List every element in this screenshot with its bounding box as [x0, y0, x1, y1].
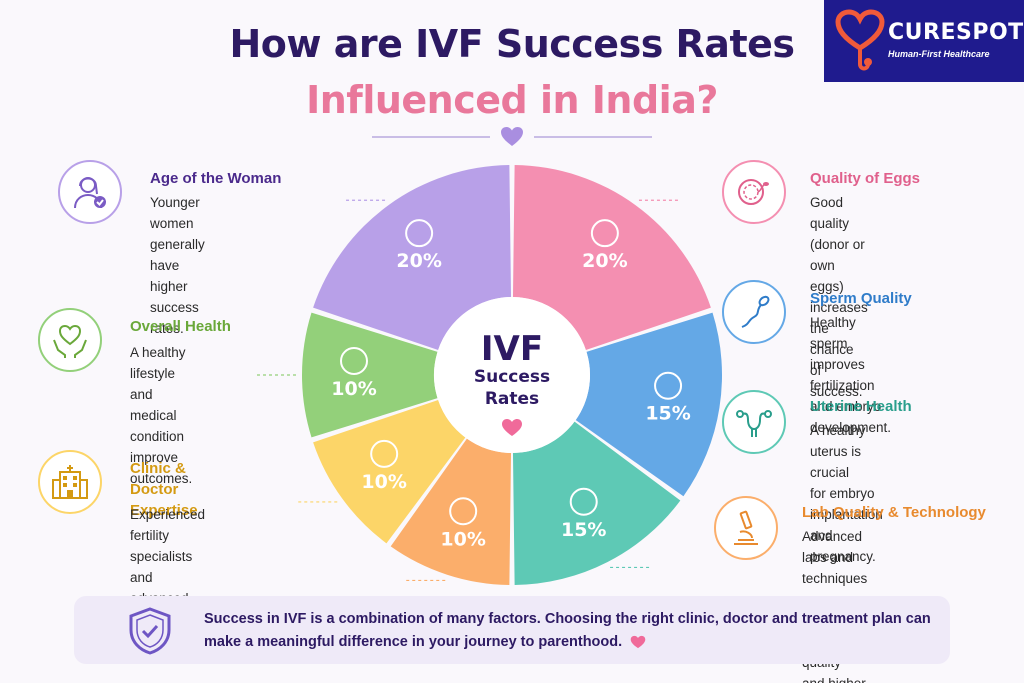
logo-tagline: Human-First Healthcare	[888, 49, 990, 59]
factor-eggs-desc: Good quality (donor or own eggs) increas…	[810, 195, 868, 399]
factor-sperm-title: Sperm Quality	[810, 290, 912, 307]
center-label-success: Success	[474, 367, 550, 387]
microscope-icon	[714, 496, 778, 560]
pie-slice-6	[313, 165, 512, 350]
hospital-icon	[38, 450, 102, 514]
heart-icon	[630, 635, 646, 649]
factor-sperm-desc: Healthy sperm improves fertilization and…	[810, 315, 892, 435]
shield-check-icon	[129, 607, 171, 655]
slice-value-label: 15%	[645, 403, 690, 425]
pie-slice-5	[301, 312, 438, 438]
woman-check-icon	[58, 160, 122, 224]
sperm-icon	[722, 280, 786, 344]
footer-text: Success in IVF is a combination of many …	[204, 608, 934, 654]
factor-eggs-title: Quality of Eggs	[810, 170, 921, 187]
egg-sperm-icon	[590, 219, 619, 248]
brand-logo[interactable]: CURESPOTS Human-First Healthcare	[824, 0, 1024, 82]
logo-name: CURESPOTS	[888, 20, 1024, 45]
slice-value-label: 10%	[440, 528, 485, 550]
egg-sperm-icon	[722, 160, 786, 224]
factor-uterine-title: Uterine Health	[810, 398, 912, 415]
factor-uterine-desc: A healthy uterus is crucial for embryo i…	[810, 423, 883, 564]
page-title: How are IVF Success Rates	[229, 22, 795, 66]
pie-slice-1	[575, 312, 723, 497]
title-divider-right	[534, 136, 652, 138]
slice-value-label: 10%	[331, 378, 376, 400]
chart-center-circle	[434, 297, 590, 453]
page-subtitle: Influenced in India?	[306, 78, 718, 122]
slice-value-label: 20%	[582, 250, 627, 272]
woman-check-icon	[405, 219, 434, 248]
factor-age-title: Age of the Woman	[150, 170, 282, 187]
footer-message: Success in IVF is a combination of many …	[204, 611, 931, 650]
footer-callout: Success in IVF is a combination of many …	[74, 596, 950, 664]
slice-value-label: 20%	[396, 250, 441, 272]
title-divider-left	[372, 136, 490, 138]
slice-value-label: 10%	[361, 471, 406, 493]
hospital-icon	[370, 439, 399, 468]
factor-age-desc: Younger women generally have higher succ…	[150, 195, 205, 336]
stethoscope-heart-icon	[835, 9, 885, 71]
pie-slice-4	[313, 400, 466, 544]
uterus-icon	[722, 390, 786, 454]
factor-clinic-title: Clinic & Doctor Expertise	[130, 460, 198, 519]
factor-health-title: Overall Health	[130, 318, 231, 335]
factor-health-desc: A healthy lifestyle and medical conditio…	[130, 345, 193, 486]
center-label-rates: Rates	[485, 389, 539, 409]
hands-heart-icon	[340, 347, 368, 375]
center-label-ivf: IVF	[481, 329, 543, 369]
microscope-icon	[449, 497, 478, 526]
slice-value-label: 15%	[561, 519, 606, 541]
center-heart-icon	[502, 419, 522, 436]
sperm-icon	[654, 371, 683, 400]
uterus-icon	[569, 487, 598, 516]
hands-heart-icon	[38, 308, 102, 372]
heart-icon	[501, 127, 523, 146]
factor-lab-title: Lab Quality & Technology	[802, 504, 986, 521]
pie-slice-0	[512, 165, 711, 350]
